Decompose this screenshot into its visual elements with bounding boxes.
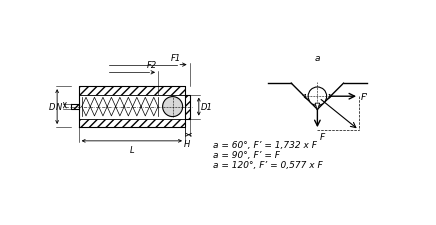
Polygon shape [78,119,185,127]
Text: H: H [184,139,191,148]
Circle shape [163,97,183,117]
Polygon shape [78,87,185,95]
Text: F: F [320,132,325,141]
Text: a = 60°, F’ = 1,732 x F: a = 60°, F’ = 1,732 x F [214,141,317,150]
Text: a: a [315,53,320,62]
Text: N: N [56,103,62,112]
Text: a = 120°, F’ = 0,577 x F: a = 120°, F’ = 0,577 x F [214,160,323,169]
Polygon shape [71,105,78,109]
Polygon shape [185,95,190,119]
Text: F1: F1 [170,53,181,62]
Text: D: D [48,103,55,112]
Text: F2: F2 [147,61,157,70]
Text: a = 90°, F’ = F: a = 90°, F’ = F [214,151,280,160]
Text: L: L [129,145,134,154]
Text: F': F' [361,92,368,101]
Polygon shape [315,104,320,110]
Circle shape [308,88,327,106]
Text: D1: D1 [201,103,213,112]
